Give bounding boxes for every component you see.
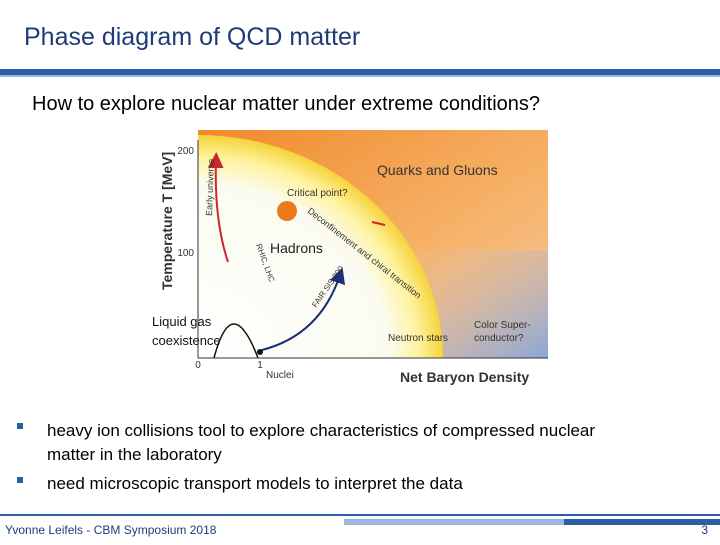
hadrons-label: Hadrons (270, 240, 323, 256)
critical-point-label: Critical point? (287, 188, 348, 199)
x-tick-label: 0 (195, 360, 201, 371)
title-bar-light (0, 75, 720, 77)
color-sc-label: conductor? (474, 333, 524, 344)
x-axis-label: Net Baryon Density (400, 369, 529, 385)
footer-author: Yvonne Leifels - CBM Symposium 2018 (5, 523, 217, 537)
liquid-gas-label: coexistence (152, 333, 221, 348)
liquid-gas-label: Liquid gas (152, 314, 212, 329)
footer-bar-dark (564, 519, 720, 525)
fair-arrow (261, 267, 346, 351)
slide-title: Phase diagram of QCD matter (24, 23, 360, 51)
page-number: 3 (701, 523, 708, 537)
transition-arrow (371, 221, 386, 226)
bullet-marker (17, 423, 23, 429)
early-universe-arrow (207, 152, 229, 263)
footer-line (0, 514, 720, 516)
liquid-gas-curve (213, 323, 259, 359)
title-bar (0, 69, 720, 75)
qgp-label: Quarks and Gluons (377, 162, 498, 178)
bullet-marker (17, 477, 23, 483)
bullet-text: heavy ion collisions tool to explore cha… (47, 421, 595, 440)
bullet-text: need microscopic transport models to int… (47, 474, 463, 493)
neutron-stars-label: Neutron stars (388, 333, 448, 344)
hadron-region (198, 135, 443, 358)
y-tick-label: 200 (177, 146, 194, 157)
footer-bar-light (344, 519, 564, 525)
phase-diagram: Temperature T [MeV] 200 100 0 1 Nuclei N… (152, 130, 548, 385)
subtitle: How to explore nuclear matter under extr… (32, 93, 540, 115)
critical-point (277, 201, 297, 221)
nuclei-label: Nuclei (266, 370, 294, 381)
y-tick-label: 100 (177, 248, 194, 259)
bullet-text: matter in the laboratory (47, 445, 222, 464)
nuclei-point (257, 349, 263, 355)
x-tick-label: 1 (257, 360, 263, 371)
early-universe-label: Early universe (204, 159, 216, 216)
color-sc-label: Color Super- (474, 320, 531, 331)
y-axis-label: Temperature T [MeV] (159, 152, 175, 290)
